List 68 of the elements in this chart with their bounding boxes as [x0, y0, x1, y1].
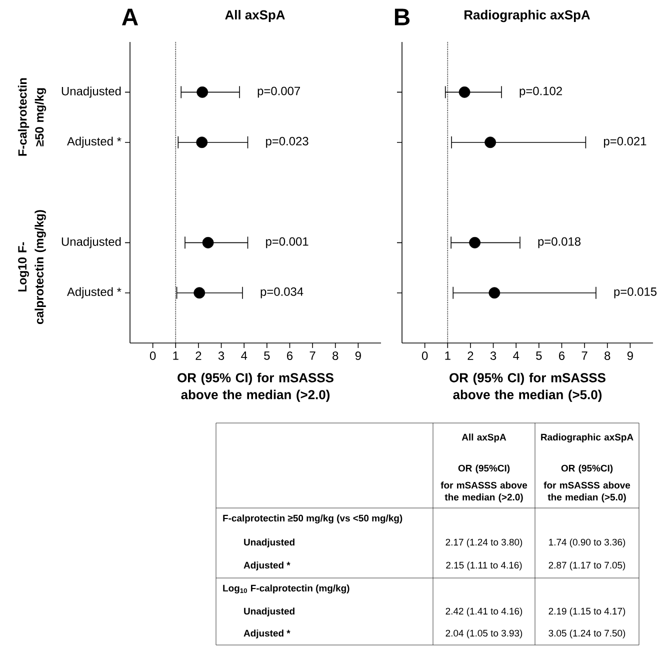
- x-tick-label: 0: [422, 352, 428, 360]
- text: 2.04 (1.05 to 3.93): [446, 630, 522, 638]
- text: Adjusted *: [244, 562, 290, 570]
- y-tick-label: Adjusted *: [67, 287, 122, 298]
- point: [196, 86, 208, 98]
- text: OR (95%CI): [458, 464, 510, 474]
- annotation: p=0.007: [258, 86, 300, 98]
- x-tick-label: 7: [582, 352, 588, 360]
- x-tick-label: 4: [513, 352, 520, 360]
- annotation: p=0.001: [266, 237, 308, 248]
- y-tick-label: Unadjusted: [62, 86, 121, 98]
- x-tick-label: 4: [241, 352, 248, 360]
- x-tick-label: 3: [218, 352, 224, 360]
- x-tick-label: 8: [332, 352, 338, 360]
- annotation: p=0.102: [520, 86, 562, 98]
- text: OR (95%CI): [561, 464, 613, 474]
- text: 2.42 (1.41 to 4.16): [446, 608, 522, 616]
- text: Unadjusted: [244, 538, 294, 548]
- point: [484, 136, 496, 148]
- chart-title: Radiographic axSpA: [464, 10, 590, 22]
- x-tick-label: 6: [287, 352, 293, 360]
- x-axis-title: OR (95% CI) for mSASSS above the median (>5.0): [450, 372, 606, 402]
- annotation: p=0.018: [538, 237, 581, 248]
- text: Unadjusted: [244, 608, 294, 616]
- point: [202, 236, 214, 248]
- text: Radiographic axSpA: [541, 434, 634, 442]
- point: [194, 287, 206, 299]
- x-tick-label: 5: [264, 352, 270, 360]
- text: for mSASSS above the median (>2.0): [440, 482, 528, 502]
- annotation: p=0.023: [266, 136, 308, 148]
- text: for mSASSS above the median (>5.0): [544, 482, 630, 502]
- x-tick-label: 0: [150, 352, 156, 360]
- text: B: [394, 8, 410, 26]
- text: 2.15 (1.11 to 4.16): [446, 562, 522, 570]
- text: F-calprotectin ≥50 mg/kg: [18, 78, 46, 156]
- annotation: p=0.034: [260, 287, 304, 298]
- annotation: p=0.021: [604, 136, 646, 148]
- text: 3.05 (1.24 to 7.50): [548, 630, 626, 638]
- point: [469, 236, 480, 248]
- x-tick-label: 2: [196, 352, 202, 360]
- x-tick-label: 3: [490, 352, 496, 360]
- point: [458, 86, 470, 98]
- x-tick-label: 2: [468, 352, 474, 360]
- text: 1.74 (0.90 to 3.36): [549, 538, 626, 548]
- text: Log$_{10}$ F-calprotectin (mg/kg): [223, 584, 350, 594]
- x-tick-label: 5: [536, 352, 542, 360]
- text: F-calprotectin ≥50 mg/kg (vs <50 mg/kg): [223, 514, 402, 524]
- x-tick-label: 9: [627, 352, 633, 360]
- x-axis-title: OR (95% CI) for mSASSS above the median (>2.0): [178, 372, 334, 402]
- annotation: p=0.015: [614, 287, 657, 298]
- x-tick-label: 8: [604, 352, 610, 360]
- point: [196, 136, 208, 148]
- text: 2.87 (1.17 to 7.05): [548, 562, 626, 570]
- y-tick-label: Unadjusted: [62, 237, 121, 248]
- text: All axSpA: [462, 434, 506, 442]
- text: 2.19 (1.15 to 4.17): [548, 608, 626, 616]
- text: A: [122, 8, 138, 26]
- y-tick-label: Adjusted *: [67, 136, 122, 148]
- text: Log10 F-calprotectin (mg/kg): [18, 210, 46, 324]
- x-tick-label: 7: [310, 352, 316, 360]
- x-tick-label: 6: [559, 352, 565, 360]
- text: Adjusted *: [244, 630, 290, 638]
- x-tick-label: 9: [355, 352, 361, 360]
- x-tick-label: 1: [445, 352, 450, 360]
- point: [488, 287, 500, 299]
- text: 2.17 (1.24 to 3.80): [446, 538, 522, 548]
- x-tick-label: 1: [173, 352, 178, 360]
- chart-title: All axSpA: [225, 10, 285, 22]
